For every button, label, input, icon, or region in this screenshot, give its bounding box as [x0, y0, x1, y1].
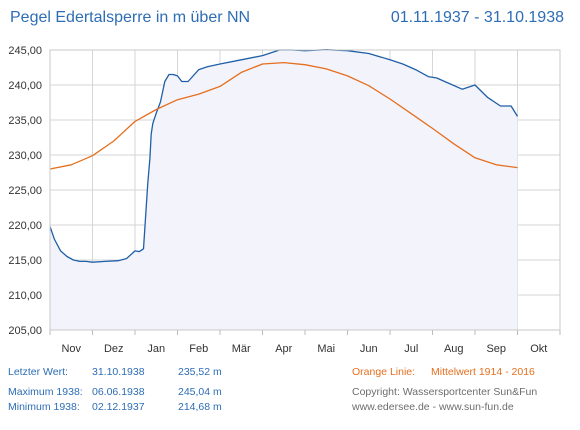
- minimum-date: 02.12.1937: [92, 401, 145, 413]
- x-tick-label: Jan: [147, 343, 165, 355]
- y-tick-label: 220,00: [8, 220, 42, 232]
- level-area-fill: [50, 49, 518, 330]
- mean-line: [49, 61, 518, 170]
- x-tick-label: Aug: [444, 343, 464, 355]
- chart-title: Pegel Edertalsperre in m über NN: [10, 9, 251, 26]
- legend-orange-desc: Mittelwert 1914 - 2016: [431, 366, 535, 378]
- x-tick-label: Sep: [486, 343, 506, 355]
- plot-border: [49, 49, 561, 331]
- maximum-value: 245,04 m: [178, 386, 222, 398]
- series-layer: [49, 49, 519, 263]
- last-value-date: 31.10.1938: [92, 366, 145, 378]
- maximum-date: 06.06.1938: [92, 386, 145, 398]
- x-tick-label: Jun: [360, 343, 378, 355]
- legend-orange-label: Orange Linie:: [352, 366, 416, 378]
- x-tick-label: Mär: [232, 343, 251, 355]
- y-tick-label: 245,00: [8, 45, 42, 57]
- y-tick-label: 240,00: [8, 80, 42, 92]
- x-tick-label: Apr: [275, 343, 292, 355]
- y-tick-label: 230,00: [8, 150, 42, 162]
- fill-layer: [50, 49, 518, 330]
- last-value-label: Letzter Wert:: [8, 366, 68, 378]
- x-tick-label: Okt: [530, 343, 547, 355]
- axis-layer: 205,00 210,00 215,00 220,00 225,00 230,00 235,…: [8, 45, 561, 355]
- maximum-label: Maximum 1938:: [8, 386, 83, 398]
- y-tick-label: 215,00: [8, 255, 42, 267]
- minimum-label: Minimum 1938:: [8, 401, 80, 413]
- y-tick-label: 210,00: [8, 290, 42, 302]
- y-tick-label: 235,00: [8, 115, 42, 127]
- x-tick-label: Feb: [189, 343, 208, 355]
- x-tick-label: Nov: [61, 343, 81, 355]
- last-value: 235,52 m: [178, 366, 222, 378]
- y-tick-label: 205,00: [8, 325, 42, 337]
- y-tick-label: 225,00: [8, 185, 42, 197]
- x-tick-label: Mai: [317, 343, 335, 355]
- minimum-value: 214,68 m: [178, 401, 222, 413]
- website-links: www.edersee.de - www.sun-fun.de: [352, 401, 514, 413]
- chart-period: 01.11.1937 - 31.10.1938: [390, 9, 564, 26]
- copyright-text: Copyright: Wassersportcenter Sun&Fun: [352, 386, 538, 398]
- x-tick-label: Jul: [404, 343, 418, 355]
- level-line: [49, 49, 519, 263]
- x-tick-label: Dez: [104, 343, 124, 355]
